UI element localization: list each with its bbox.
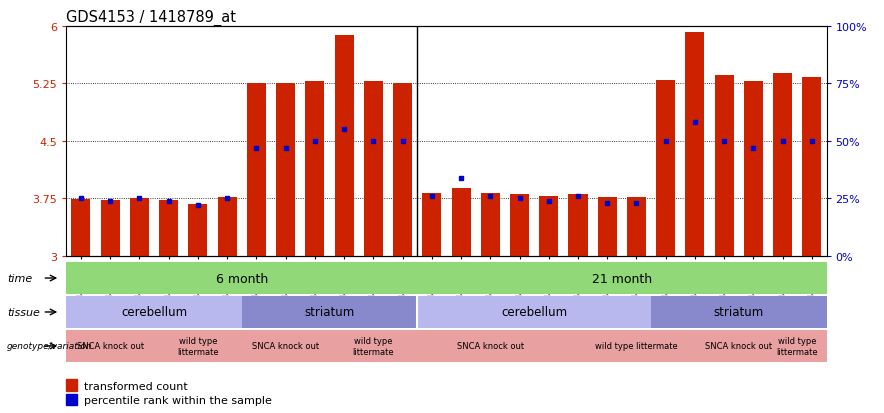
Bar bbox=[305, 82, 324, 256]
Text: striatum: striatum bbox=[713, 306, 764, 319]
Text: SNCA knock out: SNCA knock out bbox=[252, 342, 319, 351]
Text: SNCA knock out: SNCA knock out bbox=[77, 342, 144, 351]
Bar bbox=[627, 198, 646, 256]
Bar bbox=[417, 330, 563, 362]
Text: cerebellum: cerebellum bbox=[501, 306, 568, 319]
Bar bbox=[330, 330, 417, 362]
Bar bbox=[481, 193, 499, 256]
Text: wild type littermate: wild type littermate bbox=[595, 342, 678, 351]
Bar bbox=[241, 330, 330, 362]
Bar bbox=[66, 380, 77, 391]
Bar bbox=[276, 83, 295, 256]
Bar bbox=[598, 198, 617, 256]
Text: cerebellum: cerebellum bbox=[121, 306, 187, 319]
Bar bbox=[768, 330, 827, 362]
Bar bbox=[452, 189, 470, 256]
Bar bbox=[774, 74, 792, 256]
Bar bbox=[714, 76, 734, 256]
Text: time: time bbox=[7, 273, 33, 283]
Bar bbox=[66, 330, 154, 362]
Bar bbox=[217, 198, 237, 256]
Bar bbox=[72, 199, 90, 256]
Text: GDS4153 / 1418789_at: GDS4153 / 1418789_at bbox=[66, 9, 236, 26]
Bar bbox=[101, 200, 119, 256]
Text: percentile rank within the sample: percentile rank within the sample bbox=[84, 395, 272, 405]
Text: striatum: striatum bbox=[304, 306, 354, 319]
Text: SNCA knock out: SNCA knock out bbox=[705, 342, 773, 351]
Bar bbox=[66, 297, 241, 328]
Bar bbox=[710, 330, 768, 362]
Bar bbox=[393, 84, 412, 256]
Bar bbox=[685, 33, 705, 256]
Bar bbox=[568, 195, 588, 256]
Bar bbox=[652, 297, 827, 328]
Bar bbox=[334, 36, 354, 256]
Bar bbox=[364, 82, 383, 256]
Text: 6 month: 6 month bbox=[216, 272, 268, 285]
Bar bbox=[241, 297, 417, 328]
Bar bbox=[744, 82, 763, 256]
Bar bbox=[66, 394, 77, 406]
Text: 21 month: 21 month bbox=[591, 272, 652, 285]
Text: wild type
littermate: wild type littermate bbox=[353, 337, 394, 356]
Bar bbox=[188, 204, 208, 256]
Bar bbox=[656, 80, 675, 256]
Bar bbox=[159, 200, 179, 256]
Text: transformed count: transformed count bbox=[84, 381, 187, 391]
Bar bbox=[417, 263, 827, 294]
Bar bbox=[803, 78, 821, 256]
Bar bbox=[247, 84, 266, 256]
Bar bbox=[563, 330, 710, 362]
Text: tissue: tissue bbox=[7, 307, 40, 317]
Bar bbox=[66, 263, 417, 294]
Text: wild type
littermate: wild type littermate bbox=[776, 337, 818, 356]
Bar bbox=[510, 195, 529, 256]
Bar bbox=[154, 330, 241, 362]
Text: SNCA knock out: SNCA knock out bbox=[457, 342, 524, 351]
Bar bbox=[130, 199, 149, 256]
Text: wild type
littermate: wild type littermate bbox=[177, 337, 218, 356]
Text: genotype/variation: genotype/variation bbox=[7, 342, 93, 351]
Bar bbox=[423, 193, 441, 256]
Bar bbox=[539, 197, 559, 256]
Bar bbox=[417, 297, 652, 328]
